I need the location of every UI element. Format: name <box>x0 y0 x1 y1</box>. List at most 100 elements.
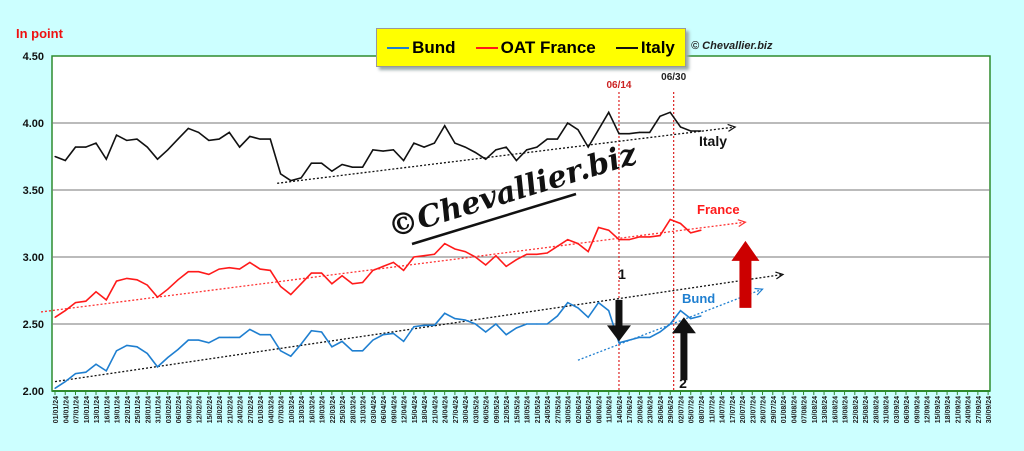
x-tick-label: 03/04/24 <box>371 396 378 423</box>
data-point <box>628 238 630 241</box>
data-point <box>628 133 630 135</box>
x-tick-label: 07/03/24 <box>279 396 286 423</box>
data-point <box>279 173 282 175</box>
data-point <box>372 339 374 341</box>
trendline-arrowhead <box>727 123 737 132</box>
data-point <box>526 253 528 255</box>
data-point <box>546 252 548 254</box>
data-point <box>433 324 435 326</box>
data-point <box>649 131 651 133</box>
data-point <box>146 284 148 286</box>
data-point <box>321 162 323 164</box>
data-point <box>74 372 77 375</box>
x-tick-label: 20/07/24 <box>740 396 747 423</box>
data-point <box>454 318 456 320</box>
data-point <box>464 319 466 321</box>
data-point <box>105 158 107 160</box>
x-tick-label: 30/04/24 <box>463 396 470 423</box>
x-tick-label: 09/04/24 <box>391 396 398 423</box>
x-tick-label: 02/06/24 <box>576 396 583 423</box>
data-point <box>300 343 302 345</box>
annotation-label: Bund <box>682 291 715 306</box>
x-tick-label: 29/06/24 <box>668 396 675 423</box>
data-point <box>105 299 107 301</box>
data-point <box>403 340 405 343</box>
data-point <box>659 234 661 237</box>
data-point <box>105 370 107 372</box>
legend-item-bund: Bund <box>387 38 456 58</box>
data-point <box>187 127 189 129</box>
vertical-marker-label: 06/30 <box>661 72 686 83</box>
y-tick-label: 4.50 <box>23 51 44 63</box>
trendline <box>54 273 784 383</box>
data-point <box>679 222 682 225</box>
data-point <box>423 324 425 326</box>
data-point <box>454 248 456 250</box>
data-point <box>126 139 128 142</box>
x-tick-label: 19/01/24 <box>115 396 122 423</box>
x-tick-label: 03/02/24 <box>166 396 173 423</box>
data-point <box>485 158 487 160</box>
data-point <box>167 149 169 151</box>
trendline-arrowhead <box>775 271 785 280</box>
data-point <box>536 146 538 148</box>
data-point <box>95 142 97 144</box>
data-point <box>556 138 559 140</box>
data-point <box>351 283 353 285</box>
data-point <box>290 180 292 182</box>
data-point <box>351 166 353 168</box>
annotation-label: 2 <box>679 375 687 391</box>
x-tick-label: 31/01/24 <box>156 396 163 423</box>
data-point <box>208 342 210 344</box>
legend-swatch <box>615 46 638 49</box>
data-point <box>372 269 374 271</box>
x-tick-label: 12/09/24 <box>925 396 932 423</box>
x-tick-label: 21/02/24 <box>227 396 234 423</box>
data-point <box>577 129 579 131</box>
data-point <box>608 111 610 113</box>
data-point <box>85 146 87 148</box>
data-point <box>597 226 600 229</box>
data-point <box>474 151 477 154</box>
data-point <box>85 300 87 302</box>
x-tick-label: 15/09/24 <box>935 396 942 423</box>
y-tick-label: 3.00 <box>23 252 44 264</box>
data-point <box>279 350 282 352</box>
data-point <box>382 265 384 267</box>
x-tick-label: 05/07/24 <box>689 396 696 423</box>
data-point <box>587 316 589 318</box>
data-point <box>95 363 97 365</box>
x-tick-label: 26/07/24 <box>761 396 768 423</box>
series-line-italy <box>54 110 701 182</box>
x-tick-label: 10/08/24 <box>812 396 819 423</box>
x-tick-label: 02/07/24 <box>678 396 685 423</box>
data-point <box>167 356 169 359</box>
data-point <box>464 251 466 253</box>
y-tick-label: 4.00 <box>23 118 44 130</box>
x-tick-label: 11/07/24 <box>709 396 716 423</box>
annotation-label: France <box>697 202 740 217</box>
trendline <box>277 126 736 184</box>
data-point <box>577 307 579 309</box>
trendline-arrowhead <box>754 287 764 296</box>
y-tick-label: 3.50 <box>23 185 44 197</box>
x-tick-label: 08/07/24 <box>699 396 706 423</box>
data-point <box>321 272 323 274</box>
data-point <box>197 339 200 341</box>
x-tick-label: 09/05/24 <box>494 396 501 423</box>
x-tick-label: 09/09/24 <box>914 396 921 423</box>
data-point <box>310 330 312 332</box>
annotation-label: 1 <box>618 266 626 282</box>
x-tick-label: 05/06/24 <box>586 396 593 423</box>
data-point <box>54 387 56 389</box>
data-point <box>567 301 569 304</box>
data-point <box>146 146 148 148</box>
data-point <box>259 268 261 270</box>
data-point <box>382 334 384 336</box>
x-tick-label: 04/01/24 <box>63 396 70 423</box>
data-point <box>64 159 66 162</box>
x-tick-label: 12/05/24 <box>504 396 511 423</box>
data-point <box>208 139 210 142</box>
data-point <box>136 279 138 281</box>
data-point <box>618 133 620 135</box>
